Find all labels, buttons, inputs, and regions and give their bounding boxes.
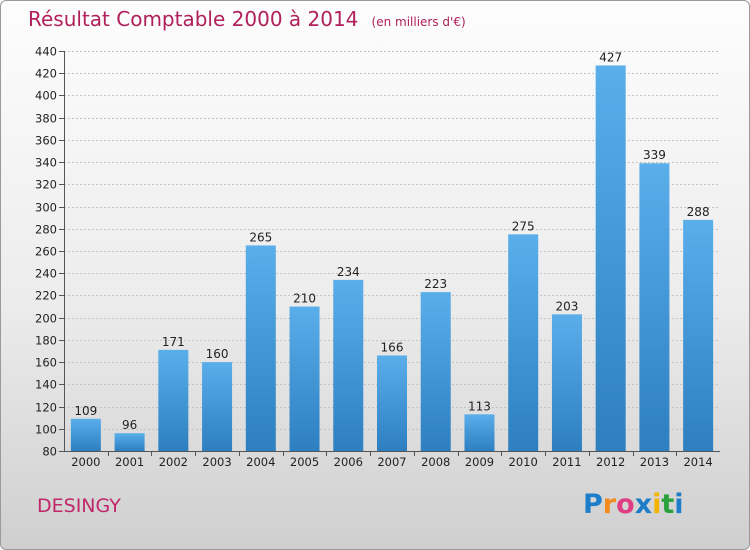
y-tick-label: 240 bbox=[35, 267, 57, 281]
y-tick-label: 220 bbox=[35, 289, 57, 303]
y-tick-label: 180 bbox=[35, 334, 57, 348]
data-label: 210 bbox=[293, 292, 316, 306]
data-label: 223 bbox=[424, 277, 447, 291]
data-label: 171 bbox=[162, 335, 185, 349]
y-tick-label: 380 bbox=[35, 112, 57, 126]
bar bbox=[70, 418, 101, 451]
bar bbox=[333, 279, 364, 451]
bar bbox=[683, 219, 714, 451]
x-tick-label: 2012 bbox=[596, 455, 625, 469]
x-tick-label: 2009 bbox=[465, 455, 494, 469]
data-label: 109 bbox=[74, 404, 97, 418]
x-axis: 2000 2001 2002 2003 2004 2005 2006 2007 2008 2009… bbox=[64, 451, 720, 469]
chart-title: Résultat Comptable 2000 à 2014 (en milli… bbox=[28, 7, 466, 31]
y-tick-label: 280 bbox=[35, 223, 57, 237]
x-tick-label: 2007 bbox=[377, 455, 406, 469]
bar bbox=[595, 65, 626, 451]
logo-letter: r bbox=[602, 489, 617, 520]
data-label: 339 bbox=[643, 148, 666, 162]
data-label: 96 bbox=[122, 418, 137, 432]
y-tick-label: 400 bbox=[35, 89, 57, 103]
bar bbox=[114, 433, 145, 451]
x-tick-label: 2013 bbox=[640, 455, 669, 469]
y-axis: 80 100 120 140 160 180 200 220 240 260 280 300 320 34… bbox=[35, 45, 65, 459]
x-tick-label: 2010 bbox=[509, 455, 538, 469]
x-tick-label: 2003 bbox=[202, 455, 231, 469]
x-tick-label: 2006 bbox=[334, 455, 363, 469]
title-main: Résultat Comptable 2000 à 2014 bbox=[28, 7, 359, 31]
x-tick-label: 2011 bbox=[552, 455, 581, 469]
logo-letter: i bbox=[652, 489, 662, 520]
bar bbox=[377, 355, 407, 451]
proxiti-logo: Proxiti bbox=[583, 489, 684, 520]
y-tick-label: 80 bbox=[42, 445, 57, 459]
x-tick-label: 2004 bbox=[246, 455, 275, 469]
data-label: 265 bbox=[249, 230, 272, 244]
data-label: 160 bbox=[206, 347, 229, 361]
data-label: 203 bbox=[555, 299, 578, 313]
bar bbox=[639, 163, 670, 451]
data-label: 288 bbox=[687, 205, 710, 219]
x-tick-label: 2005 bbox=[290, 455, 319, 469]
y-tick-label: 340 bbox=[35, 156, 57, 170]
bar bbox=[420, 292, 451, 451]
logo-letter: o bbox=[616, 489, 635, 520]
x-tick-label: 2002 bbox=[159, 455, 188, 469]
bar bbox=[245, 245, 276, 451]
data-label: 427 bbox=[599, 50, 622, 64]
y-tick-label: 100 bbox=[35, 423, 57, 437]
y-tick-label: 160 bbox=[35, 356, 57, 370]
place-name: DESINGY bbox=[37, 495, 121, 517]
bar bbox=[289, 306, 320, 451]
title-subtitle: (en milliers d'€) bbox=[371, 15, 466, 29]
bars: 109 96 171 160 265 210 234 166 223 113 275 203 427 33… bbox=[70, 50, 714, 451]
x-tick-label: 2000 bbox=[71, 455, 100, 469]
logo-letter: i bbox=[674, 489, 684, 520]
y-tick-label: 440 bbox=[35, 45, 57, 59]
bar bbox=[464, 414, 495, 451]
y-tick-label: 200 bbox=[35, 312, 57, 326]
bar bbox=[158, 349, 189, 451]
y-tick-label: 120 bbox=[35, 401, 57, 415]
y-tick-label: 140 bbox=[35, 378, 57, 392]
x-tick-label: 2001 bbox=[115, 455, 144, 469]
logo-letter: x bbox=[634, 489, 653, 520]
data-label: 234 bbox=[337, 265, 360, 279]
bar bbox=[202, 362, 233, 451]
y-tick-label: 300 bbox=[35, 201, 57, 215]
y-tick-label: 260 bbox=[35, 245, 57, 259]
bar bbox=[508, 234, 539, 451]
x-tick-label: 2014 bbox=[683, 455, 712, 469]
logo-letter: t bbox=[661, 489, 675, 520]
y-tick-label: 420 bbox=[35, 67, 57, 81]
data-label: 275 bbox=[512, 219, 535, 233]
bar bbox=[551, 314, 582, 451]
data-label: 166 bbox=[381, 340, 404, 354]
y-tick-label: 320 bbox=[35, 178, 57, 192]
data-label: 113 bbox=[468, 399, 491, 413]
x-tick-label: 2008 bbox=[421, 455, 450, 469]
logo-letter: P bbox=[583, 489, 603, 520]
y-tick-label: 360 bbox=[35, 134, 57, 148]
